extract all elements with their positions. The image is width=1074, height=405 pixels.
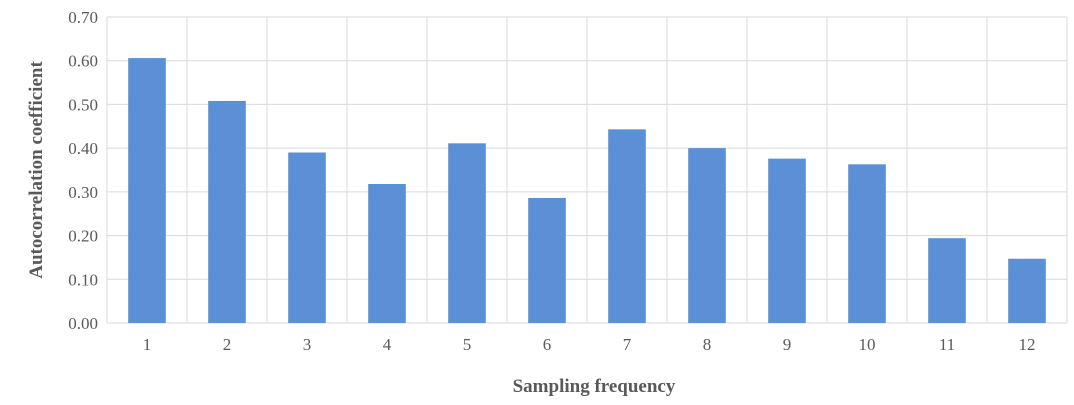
bar-4 [368,183,406,323]
y-tick-labels: 0.00 0.10 0.20 0.30 0.40 0.50 0.60 0.70 [68,8,98,333]
x-tick-label: 12 [1019,335,1036,354]
x-tick-label: 11 [939,335,955,354]
bar-8 [688,148,726,323]
bars-group [128,58,1046,323]
x-tick-label: 8 [703,335,712,354]
bar-11 [928,238,966,323]
y-tick-label: 0.70 [68,8,98,27]
y-tick-label: 0.10 [68,270,98,289]
bar-6 [528,197,566,323]
bar-12 [1008,258,1046,323]
x-tick-label: 9 [783,335,792,354]
x-tick-label: 1 [143,335,152,354]
x-tick-label: 3 [303,335,312,354]
grid-lines [106,16,1068,324]
bar-9 [768,158,806,323]
x-tick-label: 7 [623,335,632,354]
x-tick-label: 10 [859,335,876,354]
bar-10 [848,164,886,323]
y-tick-label: 0.40 [68,139,98,158]
bar-7 [608,129,646,323]
x-tick-label: 6 [543,335,552,354]
x-tick-labels: 1 2 3 4 5 6 7 8 9 10 11 12 [143,335,1036,354]
bar-5 [448,143,486,323]
y-tick-label: 0.30 [68,183,98,202]
x-tick-label: 4 [383,335,392,354]
y-tick-label: 0.20 [68,227,98,246]
x-tick-label: 2 [223,335,232,354]
x-tick-label: 5 [463,335,472,354]
y-tick-label: 0.00 [68,314,98,333]
bar-2 [208,100,246,323]
y-tick-label: 0.60 [68,52,98,71]
bar-3 [288,152,326,323]
bar-1 [128,58,166,323]
x-axis-title: Sampling frequency [513,376,676,397]
y-tick-label: 0.50 [68,95,98,114]
y-axis-title: Autocorrelation coefficient [26,61,47,279]
